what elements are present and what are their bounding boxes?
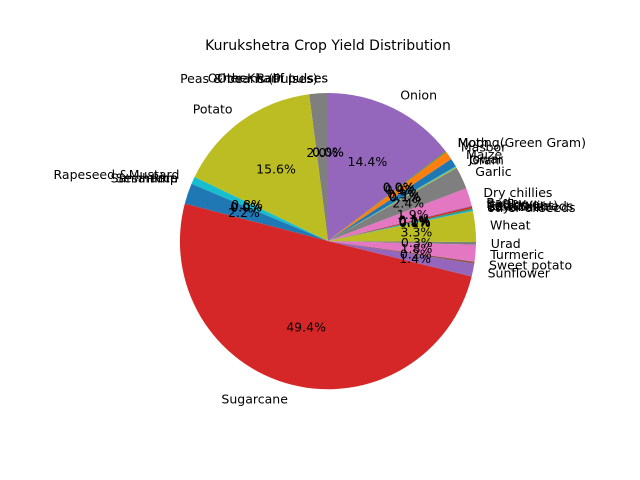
pie-slice: [191, 177, 328, 241]
slice-percent-label: 0.1%: [398, 212, 430, 227]
pie-slice: [328, 188, 472, 241]
slice-percent-label: 0.1%: [399, 214, 431, 229]
slice-labels: Peas & beans (Pulses) Potato Rapeseed &Mus…: [54, 71, 586, 407]
slice-label: Barley: [486, 195, 527, 210]
pie-slice: [328, 208, 473, 241]
pie-slice: [328, 241, 476, 262]
slice-label: Cotton(lint): [487, 198, 558, 213]
slice-label: Gram: [469, 153, 504, 168]
slice-label: other oilseeds: [487, 200, 575, 215]
slice-label: Dry chillies: [483, 185, 552, 200]
pie-slice: [309, 93, 328, 241]
slice-percent-label: 49.4%: [286, 320, 326, 335]
slice-label: Safflower: [487, 196, 546, 211]
slice-percent-label: 0.1%: [399, 215, 431, 230]
pie-slice: [328, 209, 473, 241]
slice-label: Peas & beans (Pulses): [180, 71, 318, 86]
slice-label: Masoor: [461, 139, 507, 154]
slice-label: Sugarcane: [221, 391, 288, 406]
slice-percent-label: 1.9%: [397, 207, 429, 222]
slice-percent-label: 1.8%: [401, 241, 433, 256]
slice-label: Moth: [458, 135, 489, 150]
pie-slice: [328, 205, 472, 241]
slice-label: Sunflower: [488, 266, 551, 281]
slice-percent-label: 0.8%: [231, 197, 263, 212]
slice-percent-label: 14.4%: [348, 154, 388, 169]
slice-percent-label: 0.1%: [399, 215, 431, 230]
pie-slices: [179, 93, 477, 390]
slice-label: Turmeric: [489, 247, 544, 262]
slice-label: Soyabean: [487, 199, 549, 214]
slice-percent-label: 1.4%: [399, 251, 431, 266]
slice-percent-label: 0.2%: [399, 213, 431, 228]
pie-slice: [328, 241, 475, 264]
pie-slice: [179, 203, 472, 390]
pie-slice: [328, 206, 473, 241]
pie-slice: [328, 166, 457, 241]
pie-slice: [328, 158, 456, 241]
slice-label: Sesamum: [116, 171, 178, 186]
pie-slice: [328, 241, 476, 245]
pie-slice: [328, 167, 457, 241]
pie-slice: [184, 183, 328, 241]
slice-percent-label: 2.2%: [228, 205, 260, 220]
slice-label: Maize: [466, 147, 502, 162]
pie-slice: [328, 93, 446, 241]
slice-percent-label: 0.3%: [401, 235, 433, 250]
slice-label: Other Rabi pulses: [217, 71, 328, 86]
slice-percent-label: 0.9%: [385, 182, 417, 197]
slice-label: Wheat: [490, 217, 531, 232]
slice-percent-label: 15.6%: [256, 162, 296, 177]
pie-slice: [328, 152, 452, 241]
slice-label: Urad: [491, 236, 521, 251]
slice-label: Garlic: [475, 164, 511, 179]
slice-label: Sannhamp: [111, 171, 178, 186]
slice-label: Jowar: [468, 152, 504, 167]
slice-percent-label: 3.3%: [401, 225, 433, 240]
slice-percent-label: 0.0%: [230, 199, 262, 214]
slice-label: Other Kharif pulses: [208, 71, 328, 86]
pie-slice: [328, 151, 447, 241]
slice-label: Moong(Green Gram): [458, 135, 586, 150]
slice-percent-label: 0.1%: [389, 189, 421, 204]
pie-slice: [328, 210, 473, 241]
chart-title: Kurukshetra Crop Yield Distribution: [205, 38, 451, 54]
slice-label: Sweet potato: [489, 257, 572, 272]
pie-slice: [328, 210, 477, 242]
slice-label: Rice: [151, 171, 178, 186]
slice-percent-label: 0.2%: [400, 247, 432, 262]
slice-percent-label: 0.1%: [389, 189, 421, 204]
slice-percent-label: 0.0%: [383, 180, 415, 195]
slice-percent-label: 0.0%: [230, 199, 262, 214]
slice-label: Rapeseed &Mustard: [54, 167, 180, 182]
slice-percent-label: 0.0%: [383, 180, 415, 195]
slice-label: Potato: [193, 102, 233, 117]
pie-slice: [328, 241, 475, 277]
slice-percent-label: 0.9%: [387, 186, 419, 201]
slice-percent-label: 0.0%: [399, 214, 431, 229]
slice-label: Total Oilseeds: [486, 198, 573, 213]
slice-percent-label: 0.0%: [312, 145, 344, 160]
slice-percent-labels: 2.0%15.6%0.8%0.0%0.0%0.0%2.2%49.4%1.4%0.…: [228, 145, 433, 335]
slice-percent-label: 0.0%: [312, 145, 344, 160]
slice-label: Onion: [400, 88, 437, 103]
slice-percent-label: 0.0%: [230, 199, 262, 214]
slice-percent-label: 2.4%: [392, 196, 424, 211]
pie-slice: [194, 94, 328, 242]
slice-percent-label: 2.0%: [306, 145, 338, 160]
pie-slice: [328, 167, 467, 241]
